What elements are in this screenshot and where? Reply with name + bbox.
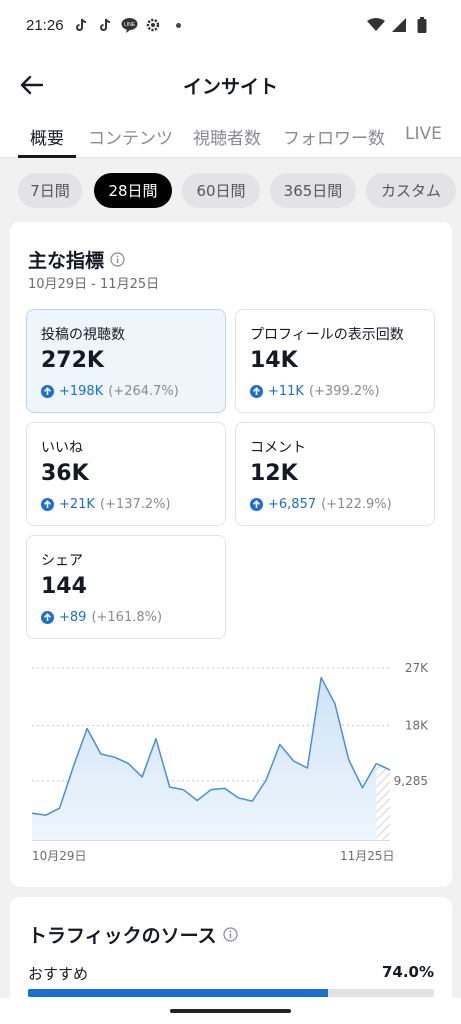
metric-card-comments[interactable]: コメント 12K +6,857 (+122.9%) <box>235 422 435 526</box>
back-button[interactable] <box>14 68 48 102</box>
metric-value: 144 <box>41 574 87 599</box>
line-icon: LINE <box>120 16 138 34</box>
range-chip-7d[interactable]: 7日間 <box>18 173 82 208</box>
y-tick-label: 18K <box>405 718 429 732</box>
metric-card-post-views[interactable]: 投稿の視聴数 272K +198K (+264.7%) <box>26 309 226 413</box>
arrow-up-icon <box>250 498 263 511</box>
y-tick-label: 9,285 <box>394 774 428 788</box>
metric-label: 投稿の視聴数 <box>41 327 125 343</box>
metric-card-likes[interactable]: いいね 36K +21K (+137.2%) <box>26 422 226 526</box>
metric-value: 36K <box>41 461 89 486</box>
post-views-chart[interactable]: 27K 18K 9,285 <box>10 652 452 872</box>
status-time: 21:26 <box>26 17 64 34</box>
metric-value: 14K <box>250 348 298 373</box>
settings-icon <box>144 16 162 34</box>
signal-icon <box>390 16 408 34</box>
metric-label: いいね <box>41 440 83 456</box>
range-chip-28d[interactable]: 28日間 <box>94 173 172 208</box>
metric-change: +198K <box>59 384 104 399</box>
tab-content[interactable]: コンテンツ <box>88 129 173 149</box>
range-chip-custom[interactable]: カスタム <box>366 173 456 208</box>
info-icon[interactable] <box>223 927 238 942</box>
metric-label: シェア <box>41 553 83 569</box>
metric-change-percent: (+161.8%) <box>91 610 163 625</box>
traffic-source-label: おすすめ <box>28 965 89 983</box>
arrow-up-icon <box>41 611 54 624</box>
metric-change-percent: (+264.7%) <box>108 384 179 399</box>
traffic-progress-fill <box>28 989 329 997</box>
home-gesture-handle[interactable] <box>170 1009 291 1013</box>
range-chip-60d[interactable]: 60日間 <box>182 173 260 208</box>
back-arrow-icon <box>20 75 43 95</box>
metric-change-percent: (+399.2%) <box>308 384 380 399</box>
arrow-up-icon <box>41 498 54 511</box>
date-range-text: 10月29日 - 11月25日 <box>28 277 160 292</box>
traffic-title: トラフィックのソース <box>28 925 217 947</box>
notification-dot-icon <box>176 22 181 28</box>
metric-change-percent: (+122.9%) <box>321 497 392 512</box>
metric-change: +21K <box>59 497 95 512</box>
series-area <box>32 677 377 840</box>
app-header: インサイト <box>0 56 461 112</box>
arrow-up-icon <box>41 385 54 398</box>
battery-icon <box>413 16 431 34</box>
tiktok-icon <box>96 16 114 34</box>
arrow-up-icon <box>250 385 263 398</box>
metric-change: +11K <box>268 384 304 399</box>
system-nav-bar <box>0 998 461 1024</box>
tab-active-indicator <box>18 155 76 158</box>
y-tick-label: 27K <box>405 661 429 675</box>
tab-bar: 概要 コンテンツ 視聴者数 フォロワー数 LIVE <box>0 112 461 158</box>
incomplete-data-region <box>376 763 390 840</box>
range-chip-365d[interactable]: 365日間 <box>270 173 356 208</box>
metric-value: 272K <box>41 348 104 373</box>
x-axis-label-start: 10月29日 <box>32 849 87 863</box>
info-icon[interactable] <box>110 252 125 267</box>
status-bar: 21:26 LINE <box>0 0 461 56</box>
metric-label: プロフィールの表示回数 <box>250 327 404 343</box>
metric-change: +89 <box>59 610 87 625</box>
series-line <box>31 676 377 816</box>
tiktok-icon <box>72 16 90 34</box>
key-metrics-card: 主な指標 10月29日 - 11月25日 投稿の視聴数 272K +198K (… <box>10 222 452 887</box>
metric-card-profile-views[interactable]: プロフィールの表示回数 14K +11K (+399.2%) <box>235 309 435 413</box>
metric-label: コメント <box>250 440 306 456</box>
series-line-tail <box>375 762 391 771</box>
key-metrics-title: 主な指標 <box>28 250 105 272</box>
tab-overview[interactable]: 概要 <box>30 129 64 149</box>
tab-followers[interactable]: フォロワー数 <box>283 129 385 149</box>
wifi-icon <box>367 16 385 34</box>
x-axis-label-end: 11月25日 <box>340 849 395 863</box>
metric-value: 12K <box>250 461 298 486</box>
svg-text:LINE: LINE <box>123 22 135 28</box>
page-title: インサイト <box>182 76 278 98</box>
metric-change-percent: (+137.2%) <box>99 497 171 512</box>
metric-card-shares[interactable]: シェア 144 +89 (+161.8%) <box>26 535 226 639</box>
tab-viewers[interactable]: 視聴者数 <box>193 129 261 149</box>
tab-live[interactable]: LIVE <box>405 124 442 144</box>
metric-change: +6,857 <box>268 497 317 512</box>
date-range-selector: 7日間 28日間 60日間 365日間 カスタム <box>0 158 461 222</box>
traffic-progress-bar <box>28 989 434 997</box>
traffic-source-percent: 74.0% <box>381 963 434 981</box>
